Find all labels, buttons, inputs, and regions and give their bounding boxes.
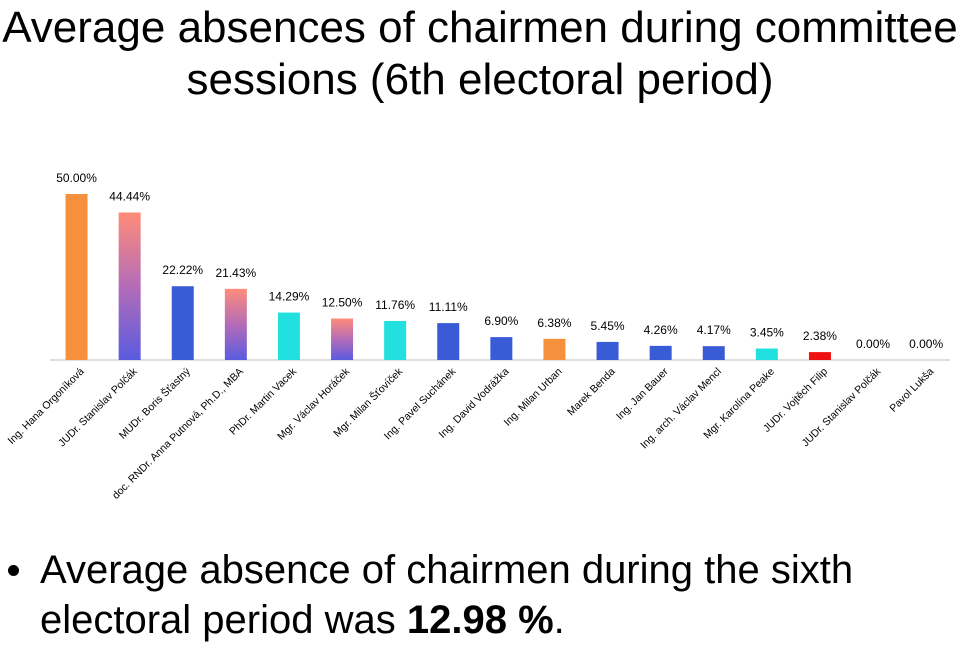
bar [277, 312, 300, 360]
bar-value-label: 3.45% [750, 326, 784, 340]
bar [331, 318, 354, 360]
bar-value-label: 4.26% [644, 323, 678, 337]
bar-value-label: 6.38% [537, 316, 571, 330]
summary-value: 12.98 % [406, 598, 554, 642]
summary-suffix: . [553, 598, 565, 642]
bar [596, 341, 619, 360]
bar-value-label: 0.00% [856, 337, 890, 351]
category-label: Marek Benda [565, 366, 618, 419]
bar [490, 337, 513, 360]
bar [543, 338, 566, 360]
bar-value-label: 6.90% [484, 314, 518, 328]
summary-text: Average absence of chairmen during the s… [40, 545, 948, 645]
bar-value-label: 11.76% [375, 298, 415, 312]
summary-prefix: Average absence of chairmen during the s… [40, 548, 854, 642]
bar-value-label: 11.11% [429, 300, 468, 314]
summary-bullet: Average absence of chairmen during the s… [8, 545, 948, 645]
chart-title: Average absences of chairmen during comm… [2, 3, 958, 104]
bar-value-label: 44.44% [109, 189, 150, 203]
category-label: Ing. Milan Urban [502, 366, 565, 429]
bar [437, 323, 460, 360]
bar [118, 212, 141, 360]
bar-value-label: 5.45% [591, 319, 625, 333]
bar [649, 345, 672, 360]
bar-value-label: 14.29% [269, 290, 310, 304]
bar-chart: 50.00% 44.44% 22.22% 21.43% 14.29% 12.50% 11.7… [6, 171, 950, 502]
bar [224, 288, 247, 360]
bullet-dot [8, 565, 19, 576]
bar-value-label: 4.17% [697, 323, 731, 337]
category-label: Pavol Lukša [887, 366, 936, 415]
bar-value-label: 0.00% [909, 337, 943, 351]
bar [702, 346, 725, 360]
bar [755, 348, 778, 360]
bar [65, 194, 88, 360]
bar [384, 320, 407, 360]
bar-value-label: 2.38% [803, 329, 837, 343]
bar [171, 286, 194, 360]
bar-value-label: 21.43% [215, 266, 256, 280]
bar-value-label: 50.00% [56, 171, 97, 185]
bar-value-label: 12.50% [322, 296, 363, 310]
bar [808, 352, 831, 360]
bar-value-label: 22.22% [162, 263, 203, 277]
category-label: Ing. Jan Bauer [614, 365, 671, 422]
